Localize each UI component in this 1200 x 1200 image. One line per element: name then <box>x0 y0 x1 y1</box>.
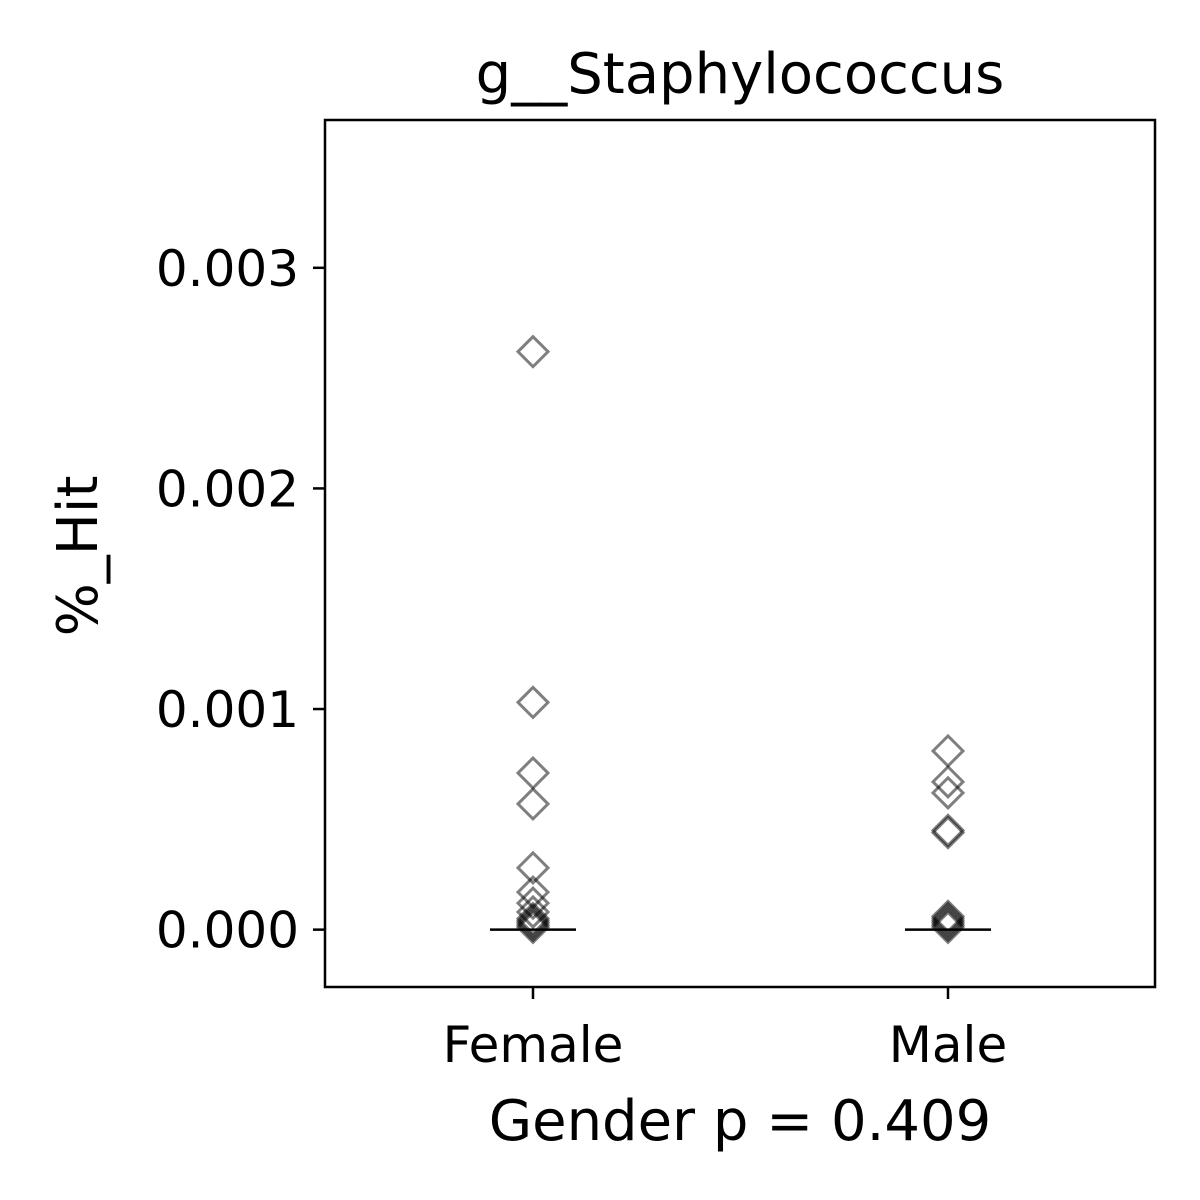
x-axis-label: Gender p = 0.409 <box>489 1089 992 1154</box>
data-point <box>515 905 551 941</box>
plot-area: 0.000 0.001 0.002 0.003 Female Male <box>156 240 1007 1074</box>
data-point <box>930 764 966 799</box>
data-point <box>515 910 551 945</box>
y-tick-label: 0.002 <box>156 460 299 518</box>
data-point <box>515 903 551 938</box>
y-tick-label: 0.003 <box>156 240 299 298</box>
data-point <box>930 910 966 945</box>
data-point <box>515 901 551 936</box>
data-point <box>930 815 966 850</box>
data-point <box>930 775 966 810</box>
x-tick-label: Male <box>889 1016 1007 1074</box>
data-point <box>930 901 966 936</box>
data-point <box>515 894 551 930</box>
data-point <box>930 908 966 943</box>
y-tick-label: 0.000 <box>156 902 299 960</box>
chart-title: g__Staphylococcus <box>476 42 1005 107</box>
y-axis-label: %_Hit <box>46 476 111 637</box>
data-point <box>515 850 551 885</box>
x-tick-label: Female <box>443 1016 624 1074</box>
data-point <box>515 886 551 921</box>
data-point <box>515 685 551 720</box>
y-tick-label: 0.001 <box>156 681 299 739</box>
data-point <box>515 908 551 943</box>
data-point <box>930 899 966 934</box>
plot-frame <box>323 118 1157 989</box>
data-point <box>515 334 551 369</box>
data-point <box>930 813 966 848</box>
data-point <box>930 903 966 938</box>
data-point <box>930 905 966 941</box>
data-point <box>515 786 551 822</box>
